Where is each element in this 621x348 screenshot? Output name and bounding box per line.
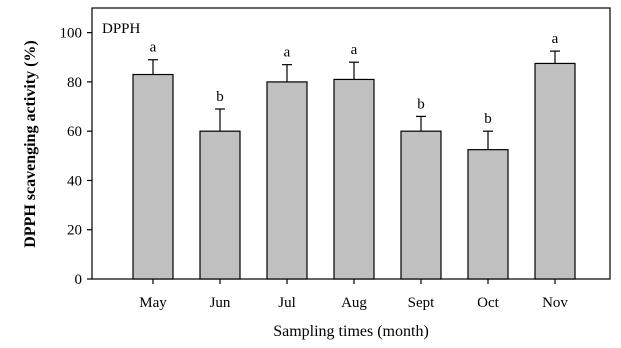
y-axis-title: DPPH scavenging activity (%) (22, 40, 39, 248)
x-axis-title: Sampling times (month) (273, 323, 429, 340)
y-tick-label: 80 (67, 75, 82, 91)
significance-letter: b (417, 96, 425, 112)
y-tick-label: 0 (75, 272, 83, 288)
bar-aug (333, 78, 375, 280)
bar-sept (400, 130, 442, 280)
bar-may (132, 73, 174, 280)
y-axis: 0 20 40 60 80 100 (60, 26, 92, 288)
y-tick-label: 100 (60, 26, 83, 42)
x-tick-label: Jul (278, 295, 296, 311)
significance-letter: b (484, 111, 492, 127)
x-tick-label: Sept (408, 295, 436, 311)
y-tick-label: 60 (67, 124, 82, 140)
bar-jul (266, 81, 308, 280)
y-tick-label: 20 (67, 223, 82, 239)
x-tick-label: May (139, 295, 167, 311)
bar-oct (467, 149, 509, 280)
x-axis: May Jun Jul Aug Sept Oct Nov (139, 279, 568, 311)
bar-nov (534, 62, 576, 280)
significance-letter: a (150, 40, 157, 56)
x-tick-label: Aug (341, 295, 367, 311)
x-tick-label: Nov (542, 295, 568, 311)
significance-letter: a (351, 42, 358, 58)
bars: a b a a b b a (132, 31, 576, 280)
y-tick-label: 40 (67, 173, 82, 189)
x-tick-label: Jun (210, 295, 231, 311)
panel-label: DPPH (102, 21, 141, 37)
significance-letter: a (552, 31, 559, 47)
bar-jun (199, 130, 241, 280)
x-tick-label: Oct (477, 295, 499, 311)
significance-letter: b (216, 89, 224, 105)
significance-letter: a (284, 45, 291, 61)
